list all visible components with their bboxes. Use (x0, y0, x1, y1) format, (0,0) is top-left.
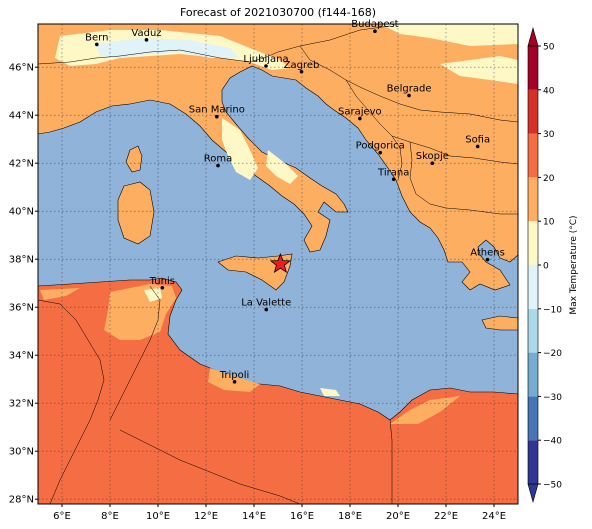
band-west (40, 288, 80, 300)
lon-tick-label: 10°E (146, 511, 170, 522)
city-dot (407, 93, 411, 98)
colorbar-label: Max Temperature (°C) (569, 215, 579, 314)
lat-tick-label: 34°N (9, 351, 34, 362)
city-dot (485, 257, 490, 262)
band-italy-south (266, 150, 298, 184)
sardinia (117, 181, 155, 245)
city-label: Vaduz (131, 28, 161, 39)
lon-tick-label: 24°E (482, 511, 506, 522)
city-label: La Valette (241, 298, 291, 309)
colorbar-level-6 (528, 177, 538, 222)
band-apennine (222, 118, 258, 180)
city-label: Zagreb (284, 60, 320, 71)
colorbar-level-9 (528, 46, 538, 90)
colorbar-tick-label: 10 (543, 218, 555, 228)
colorbar-tick-label: −40 (543, 437, 562, 447)
lon-tick-label: 20°E (386, 511, 410, 522)
city-label: Budapest (351, 19, 398, 30)
city-label: Tunis (149, 276, 175, 287)
lat-tick-label: 46°N (9, 63, 34, 74)
corsica (125, 145, 143, 173)
colorbar-tick-label: 30 (543, 130, 555, 140)
lat-tick-label: 36°N (9, 303, 34, 314)
band-libya-coast (208, 368, 260, 392)
colorbar-tick-label: 0 (543, 262, 549, 272)
colorbar-tick-label: −30 (543, 393, 562, 403)
band-african-yellow-1 (144, 288, 162, 302)
city-label: Podgorica (356, 141, 405, 152)
lat-tick-label: 28°N (9, 495, 34, 506)
city-dot (358, 116, 362, 121)
city-label: Ljubljana (243, 54, 288, 65)
city-label: Tripoli (219, 370, 250, 381)
city-dot (378, 150, 383, 155)
city-label: Tirana (377, 167, 409, 178)
city-dot (216, 163, 220, 168)
city-label: Belgrade (387, 84, 432, 95)
lat-tick-label: 38°N (9, 255, 34, 266)
land-africa (38, 277, 518, 504)
colorbar-level-4 (528, 265, 538, 309)
lon-tick-label: 12°E (194, 511, 218, 522)
colorbar-level-3 (528, 308, 538, 353)
city-label: Sofia (465, 134, 490, 145)
lon-tick-label: 8°E (101, 511, 119, 522)
lat-tick-label: 42°N (9, 159, 34, 170)
colorbar-tick-label: −20 (543, 349, 562, 359)
band-north (380, 24, 518, 46)
colorbar-tick-label: 20 (543, 174, 555, 184)
lon-tick-label: 6°E (53, 511, 71, 522)
colorbar-level-2 (528, 352, 538, 397)
city-dot (160, 285, 165, 290)
city-dot (215, 114, 219, 119)
country-borders (38, 25, 518, 504)
colorbar-level-1 (528, 396, 538, 441)
city-label: San Marino (189, 105, 245, 116)
colorbar-tick-label: 50 (543, 43, 555, 53)
city-dot (264, 307, 269, 312)
lon-tick-label: 18°E (338, 511, 362, 522)
city-dot (475, 144, 480, 149)
colorbar-level-7 (528, 133, 538, 178)
city-dot (299, 69, 304, 74)
lat-tick-label: 44°N (9, 111, 34, 122)
lon-tick-label: 16°E (290, 511, 314, 522)
colorbar-tick-label: −10 (543, 305, 562, 315)
colorbar-extend-max (527, 26, 539, 47)
city-dot (264, 64, 268, 68)
city-dot (95, 42, 99, 47)
lon-tick-label: 22°E (434, 511, 458, 522)
city-label: Sarajevo (338, 107, 382, 118)
map-frame (37, 23, 519, 505)
lon-tick-label: 14°E (242, 511, 266, 522)
colorbar-tick-label: 40 (543, 86, 555, 96)
band-balkan (440, 56, 518, 84)
crete (481, 315, 518, 331)
band-african-yellow-2 (320, 388, 340, 396)
lat-tick-label: 30°N (9, 447, 34, 458)
city-dot (391, 177, 396, 182)
colorbar-level-5 (528, 221, 538, 265)
colorbar-tick-label: −50 (543, 481, 562, 491)
city-label: Roma (204, 154, 233, 165)
city-dot (232, 380, 237, 384)
colorbar: −50 −40 −30 −20 −10 0 10 20 30 40 50 Max Temperatur… (527, 26, 579, 504)
star-marker (269, 252, 291, 274)
city-dot (373, 29, 377, 33)
band-alps-cold (96, 38, 240, 58)
colorbar-extend-min (527, 483, 539, 504)
colorbar-level-0 (528, 440, 538, 484)
city-dot (144, 38, 149, 42)
lat-tick-label: 32°N (9, 399, 34, 410)
colorbar-level-8 (528, 89, 538, 134)
city-dot (430, 161, 435, 165)
lat-tick-label: 40°N (9, 207, 34, 218)
city-label: Bern (85, 32, 108, 43)
city-label: Athens (470, 248, 505, 259)
map-title: Forecast of 2021030700 (f144-168) (179, 6, 377, 19)
city-label: Skopje (416, 151, 449, 162)
